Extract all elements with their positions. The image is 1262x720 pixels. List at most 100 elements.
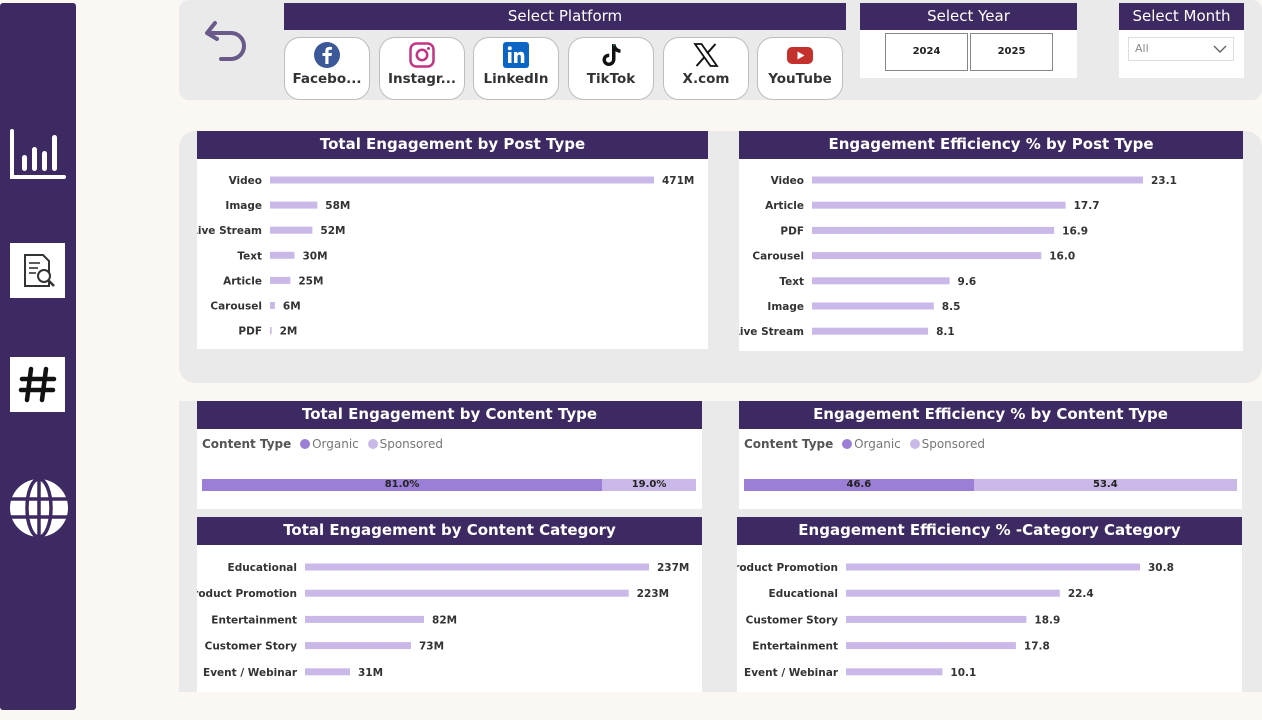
category-label: Product Promotion [197, 588, 297, 600]
value-label: 8.5 [942, 301, 961, 313]
post-type-efficiency-card: Engagement Efficiency % by Post Type Vid… [739, 131, 1243, 351]
chevron-down-icon [1213, 45, 1227, 53]
bar [270, 176, 654, 184]
bar-organic: 81.0% [202, 479, 603, 491]
value-label: 237M [657, 562, 689, 574]
content-type-efficiency-card: Engagement Efficiency % by Content Type [739, 401, 1242, 509]
value-label: 23.1 [1151, 175, 1177, 187]
value-label: 6M [283, 301, 301, 313]
month-slicer-title: Select Month [1119, 3, 1244, 30]
legend-label: Sponsored [379, 437, 444, 451]
bar [846, 615, 1027, 623]
value-label: 223M [637, 588, 669, 600]
content-category-efficiency-chart: Product Promotion 30.8 Educational 22.4 Cust… [737, 562, 1174, 679]
bar-chart-icon[interactable] [8, 127, 68, 183]
value-label: 58M [325, 200, 350, 212]
value-label: 22.4 [1068, 588, 1094, 600]
chart-title: Total Engagement by Content Category [197, 517, 702, 545]
value-label: 471M [662, 175, 694, 187]
value-label: 8.1 [936, 326, 955, 338]
value-label: 82M [432, 614, 457, 626]
month-dropdown[interactable]: All [1128, 37, 1234, 61]
bar-sponsored: 19.0% [602, 479, 696, 491]
undo-arrow-icon[interactable] [203, 17, 249, 69]
bar [270, 201, 318, 209]
category-label: Product Promotion [737, 562, 838, 574]
bar [846, 563, 1140, 571]
category-label: Video [771, 175, 804, 187]
category-label: Video [229, 175, 262, 187]
value-label: 31M [358, 667, 383, 679]
hashtag-icon[interactable] [10, 357, 65, 412]
bar [812, 327, 929, 335]
legend-label: Organic [312, 437, 359, 451]
post-type-engagement-card: Total Engagement by Post Type Video 471M I… [197, 131, 708, 349]
chart-title: Engagement Efficiency % by Content Type [739, 401, 1242, 429]
legend-title: Content Type [202, 437, 292, 451]
value-label: 25M [298, 275, 323, 287]
platform-facebook-button[interactable]: Facebo... [284, 37, 370, 100]
value-label: 2M [280, 326, 298, 338]
legend-dot-organic [842, 439, 853, 449]
category-label: Customer Story [205, 641, 298, 653]
chart-title: Total Engagement by Post Type [197, 131, 708, 159]
value-label: 30.8 [1148, 562, 1174, 574]
post-type-engagement-chart: Video 471M Image 58M Live Stream 52M Text 30M Ar… [197, 175, 694, 338]
platform-label: LinkedIn [483, 71, 549, 87]
facebook-icon [314, 42, 340, 68]
legend-dot-sponsored [367, 439, 378, 449]
legend-label: Sponsored [921, 437, 986, 451]
chart-title: Total Engagement by Content Type [197, 401, 702, 429]
value-label: 17.7 [1074, 200, 1100, 212]
category-label: Carousel [210, 301, 262, 313]
platform-x-button[interactable]: X.com [663, 37, 749, 100]
post-type-efficiency-chart: Video 23.1 Article 17.7 PDF 16.9 Carousel 16.0 T… [739, 175, 1177, 338]
content-category-engagement-chart: Educational 237M Product Promotion 223M Ente… [197, 562, 689, 679]
platform-tiktok-button[interactable]: TikTok [568, 37, 654, 100]
value-label: 52M [320, 225, 345, 237]
category-label: Customer Story [746, 614, 839, 626]
bar [270, 276, 291, 284]
value-label: 10.1 [950, 667, 976, 679]
bar [812, 201, 1066, 209]
platform-instagram-button[interactable]: Instagr... [379, 37, 465, 100]
value-label: 17.8 [1024, 641, 1050, 653]
value-label: 18.9 [1034, 614, 1060, 626]
bar [812, 302, 934, 310]
category-label: Article [765, 200, 804, 212]
platform-label: YouTube [768, 71, 832, 87]
category-label: Text [237, 250, 262, 262]
bar [305, 589, 629, 597]
bar [305, 668, 350, 676]
year-option-2024[interactable]: 2024 [885, 33, 968, 71]
bar [270, 226, 313, 234]
bar [846, 668, 943, 676]
bar [270, 327, 272, 335]
category-label: Carousel [752, 251, 804, 263]
year-slicer-title: Select Year [860, 3, 1077, 30]
category-label: Entertainment [211, 614, 297, 626]
category-label: Event / Webinar [203, 667, 298, 679]
platform-label: Facebo... [292, 71, 362, 87]
category-label: Event / Webinar [744, 667, 839, 679]
platform-youtube-button[interactable]: YouTube [757, 37, 843, 100]
platform-label: Instagr... [387, 71, 456, 87]
content-type-engagement-bar: 81.0% 19.0% [202, 479, 696, 491]
category-label: Educational [228, 562, 297, 574]
value-label: 73M [419, 641, 444, 653]
content-category-engagement-card: Total Engagement by Content Category Edu… [197, 517, 702, 692]
content-type-engagement-card: Total Engagement by Content Type [197, 401, 702, 509]
platform-linkedin-button[interactable]: LinkedIn [473, 37, 559, 100]
bar-organic: 46.6 [744, 479, 974, 491]
globe-icon[interactable] [8, 477, 70, 539]
legend-label: Organic [854, 437, 901, 451]
year-option-2025[interactable]: 2025 [970, 33, 1053, 71]
linkedin-icon [503, 42, 529, 68]
bar [270, 251, 295, 259]
bar [846, 589, 1060, 597]
report-search-icon[interactable] [10, 243, 65, 298]
bar [846, 642, 1016, 650]
value-label: 16.9 [1062, 225, 1088, 237]
x-icon [693, 43, 719, 67]
content-type-efficiency-bar: 46.6 53.4 [744, 479, 1237, 491]
